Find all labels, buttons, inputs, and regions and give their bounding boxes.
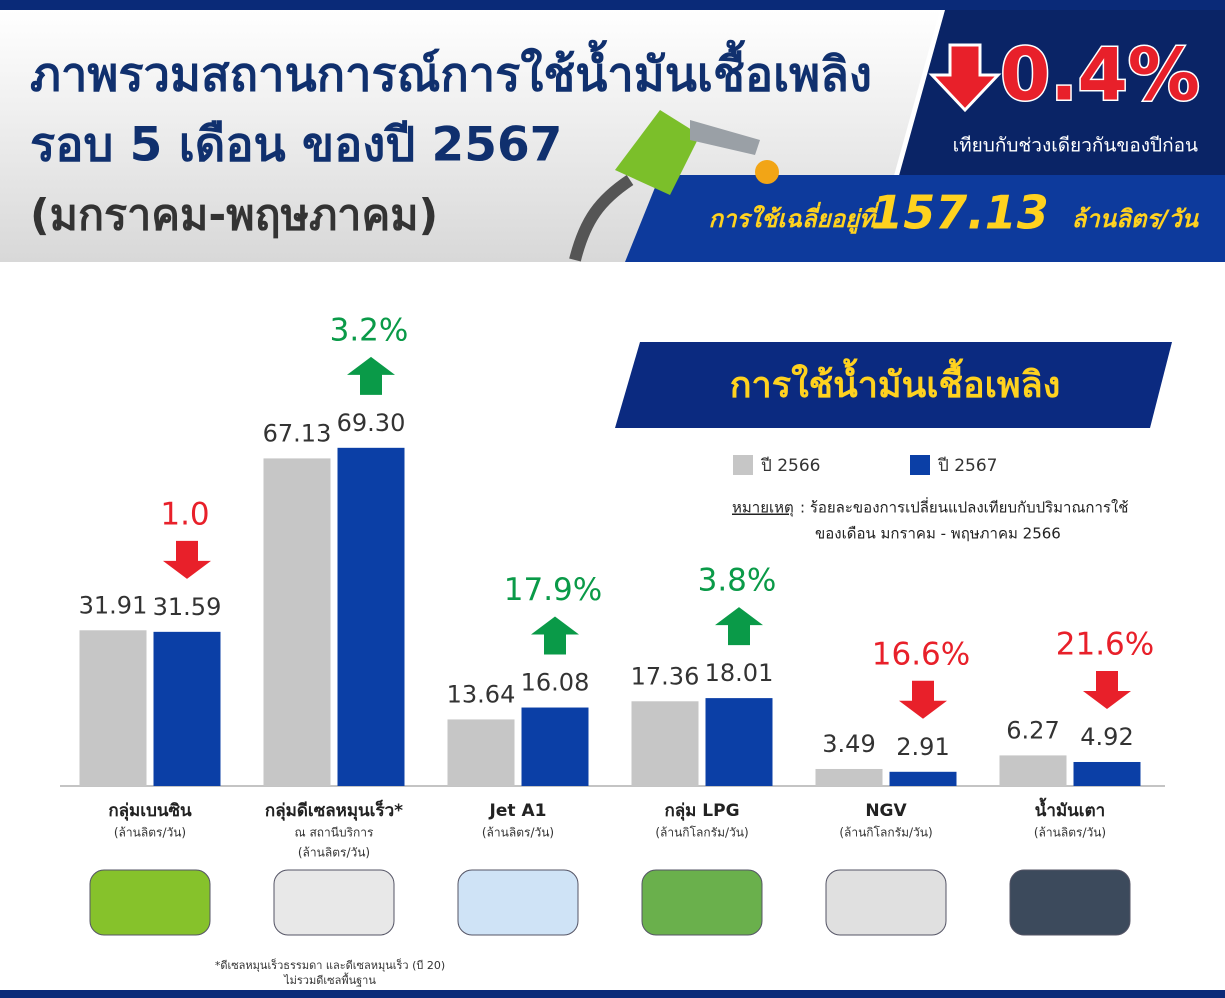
value-label: 31.91 bbox=[79, 591, 148, 619]
footnote: ไม่รวมดีเซลพื้นฐาน bbox=[283, 972, 376, 987]
category-sublabel: (ล้านลิตร/วัน) bbox=[482, 826, 554, 840]
average-value: 157.13 bbox=[871, 186, 1049, 240]
change-label: 17.9% bbox=[504, 572, 602, 608]
bar bbox=[815, 768, 883, 786]
legend-swatch bbox=[910, 455, 930, 475]
category-sublabel: (ล้านกิโลกรัม/วัน) bbox=[655, 826, 748, 840]
value-label: 6.27 bbox=[1006, 716, 1059, 744]
change-label: 3.2% bbox=[330, 312, 409, 348]
title-line: รอบ 5 เดือน ของปี 2567 bbox=[30, 118, 562, 173]
title-line: (มกราคม-พฤษภาคม) bbox=[30, 191, 438, 241]
change-label: 1.0 bbox=[160, 496, 209, 532]
category-sublabel: (ล้านลิตร/วัน) bbox=[1034, 826, 1106, 840]
change-arrow bbox=[715, 607, 763, 646]
value-label: 31.59 bbox=[153, 593, 222, 621]
value-label: 67.13 bbox=[263, 419, 332, 447]
value-label: 69.30 bbox=[337, 409, 406, 437]
category-icon bbox=[273, 869, 395, 936]
average-prefix: การใช้เฉลี่ยอยู่ที่ bbox=[708, 201, 880, 234]
category-label: Jet A1 bbox=[489, 801, 547, 821]
fuel-nozzle-icon bbox=[569, 110, 779, 262]
bar bbox=[153, 631, 221, 786]
legend-label: ปี 2566 bbox=[760, 456, 820, 476]
category-label: กลุ่ม LPG bbox=[664, 801, 739, 821]
value-label: 13.64 bbox=[447, 680, 516, 708]
change-label: 3.8% bbox=[698, 563, 777, 599]
note-label: หมายเหตุ bbox=[732, 499, 794, 518]
average-unit: ล้านลิตร/วัน bbox=[1072, 205, 1200, 233]
change-arrow bbox=[531, 616, 579, 655]
category-sublabel: (ล้านลิตร/วัน) bbox=[298, 846, 370, 860]
legend-swatch bbox=[733, 455, 753, 475]
bar bbox=[999, 755, 1067, 786]
note-line: : ร้อยละของการเปลี่ยนแปลงเทียบกับปริมาณก… bbox=[800, 497, 1128, 517]
bar bbox=[889, 771, 957, 786]
category-icon bbox=[1009, 869, 1131, 936]
category-label: กลุ่มเบนซิน bbox=[108, 801, 192, 821]
average-band bbox=[625, 175, 1225, 262]
category-sublabel: (ล้านลิตร/วัน) bbox=[114, 826, 186, 840]
bar bbox=[705, 698, 773, 786]
value-label: 16.08 bbox=[521, 669, 590, 697]
change-arrow bbox=[163, 540, 211, 579]
value-label: 17.36 bbox=[631, 662, 700, 690]
change-arrow bbox=[1083, 670, 1131, 709]
bar bbox=[79, 630, 147, 786]
chart-title: การใช้น้ำมันเชื้อเพลิง bbox=[730, 358, 1061, 406]
bar bbox=[337, 447, 405, 786]
note-line: ของเดือน มกราคม - พฤษภาคม 2566 bbox=[815, 525, 1061, 543]
category-label: NGV bbox=[865, 801, 907, 821]
comparison-note: เทียบกับช่วงเดียวกันของปีก่อน bbox=[953, 135, 1198, 157]
bar bbox=[447, 719, 515, 786]
change-label: 16.6% bbox=[872, 636, 970, 672]
category-label: กลุ่มดีเซลหมุนเร็ว* bbox=[265, 798, 403, 821]
legend-label: ปี 2567 bbox=[937, 456, 997, 476]
category-icon bbox=[641, 869, 763, 936]
change-arrow bbox=[347, 356, 395, 395]
value-label: 2.91 bbox=[896, 733, 949, 761]
title-line: ภาพรวมสถานการณ์การใช้น้ำมันเชื้อเพลิง bbox=[30, 40, 872, 103]
bottom-stripe bbox=[0, 990, 1225, 998]
overall-change: 0.4% bbox=[1000, 33, 1200, 117]
value-label: 3.49 bbox=[822, 730, 875, 758]
change-arrow bbox=[899, 680, 947, 719]
change-label: 21.6% bbox=[1056, 626, 1154, 662]
overall-arrow bbox=[928, 43, 1002, 113]
chart-title-box bbox=[615, 342, 1172, 428]
top-stripe bbox=[0, 0, 1225, 10]
category-sublabel: (ล้านกิโลกรัม/วัน) bbox=[839, 826, 932, 840]
category-sublabel: ณ สถานีบริการ bbox=[295, 826, 375, 840]
value-label: 18.01 bbox=[705, 659, 774, 687]
bar bbox=[521, 707, 589, 786]
bar bbox=[263, 458, 331, 786]
category-icon bbox=[457, 869, 579, 936]
category-icon bbox=[89, 869, 211, 936]
bar bbox=[631, 701, 699, 786]
category-icon bbox=[825, 869, 947, 936]
value-label: 4.92 bbox=[1080, 723, 1133, 751]
category-label: น้ำมันเตา bbox=[1035, 797, 1105, 821]
bar bbox=[1073, 761, 1141, 786]
footnote: *ดีเซลหมุนเร็วธรรมดา และดีเซลหมุนเร็ว (บ… bbox=[215, 958, 445, 972]
